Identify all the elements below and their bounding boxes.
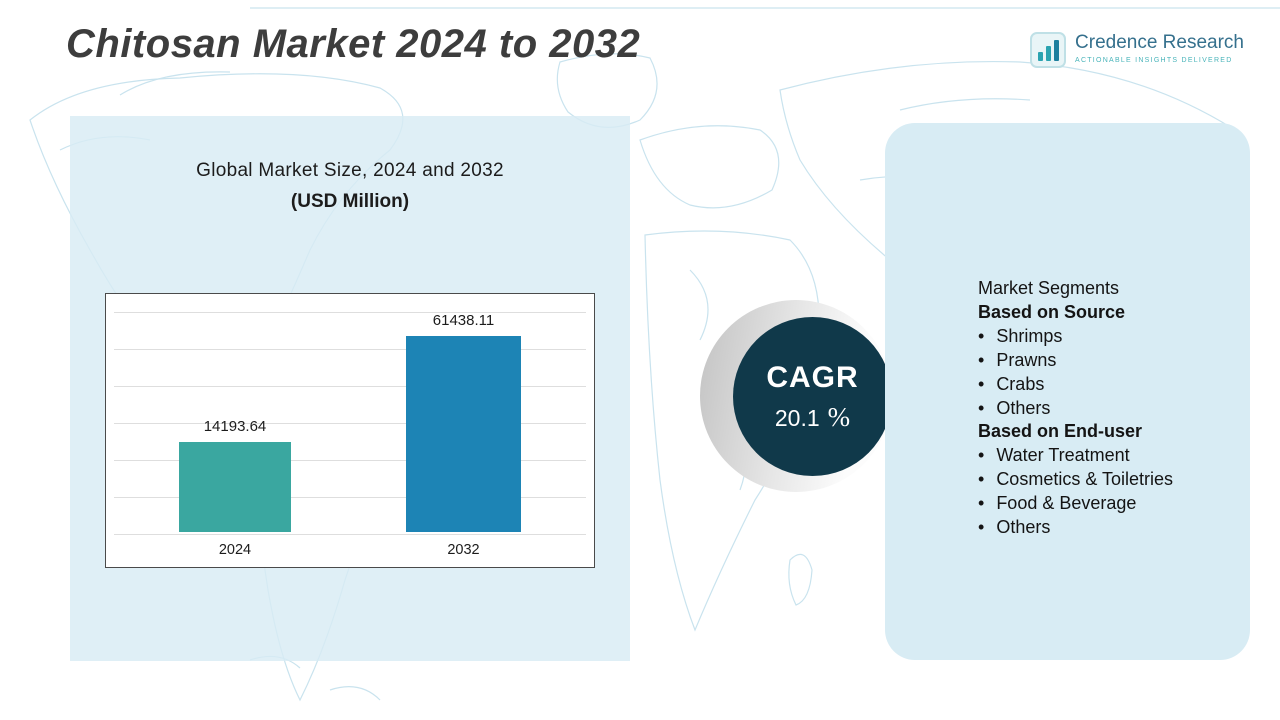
list-item: Crabs [978, 373, 1238, 395]
bar-2024 [179, 442, 291, 532]
segments-group-source-heading: Based on Source [978, 302, 1126, 322]
bar-chart: 14193.64 61438.11 2024 2032 [105, 293, 595, 568]
bar-2032 [406, 336, 521, 532]
bar-column-2032: 61438.11 [406, 312, 521, 532]
x-axis-label-2024: 2024 [218, 542, 252, 558]
cagr-badge: CAGR 20.1 % [733, 317, 892, 476]
list-item: Prawns [978, 349, 1238, 371]
segments-source-list: Shrimps Prawns Crabs Others [978, 325, 1238, 419]
chart-heading: Global Market Size, 2024 and 2032 (USD M… [70, 160, 630, 213]
brand-tagline: ACTIONABLE INSIGHTS DELIVERED [1075, 57, 1233, 64]
list-item: Water Treatment [978, 444, 1238, 466]
brand-logo: Credence Research ACTIONABLE INSIGHTS DE… [1030, 32, 1244, 68]
list-item: Food & Beverage [978, 492, 1238, 514]
gridline [114, 460, 586, 461]
cagr-unit: % [827, 401, 851, 432]
cagr-label: CAGR [766, 360, 859, 394]
bar-value-2024: 14193.64 [203, 418, 267, 435]
gridline [114, 386, 586, 387]
market-segments: Market Segments Based on Source Shrimps … [978, 278, 1238, 540]
bar-value-2032: 61438.11 [432, 312, 495, 329]
gridline [114, 349, 586, 350]
cagr-value: 20.1 [774, 404, 820, 431]
segments-title: Market Segments [978, 278, 1120, 298]
chart-title: Global Market Size, 2024 and 2032 [196, 160, 504, 181]
gridline [114, 534, 586, 535]
list-item: Others [978, 516, 1238, 538]
gridline [114, 423, 586, 424]
chart-subtitle: (USD Million) [290, 191, 410, 212]
x-axis-label-2032: 2032 [447, 542, 480, 558]
brand-name: Credence Research [1075, 32, 1244, 53]
list-item: Others [978, 397, 1238, 419]
list-item: Shrimps [978, 325, 1238, 347]
page-title: Chitosan Market 2024 to 2032 [66, 22, 641, 66]
bar-column-2024: 14193.64 [179, 418, 291, 532]
segments-group-enduser-heading: Based on End-user [978, 421, 1143, 441]
list-item: Cosmetics & Toiletries [978, 468, 1238, 490]
gridline [114, 497, 586, 498]
gridline [114, 312, 586, 313]
bar-chart-icon [1030, 32, 1067, 68]
segments-enduser-list: Water Treatment Cosmetics & Toiletries F… [978, 444, 1238, 538]
